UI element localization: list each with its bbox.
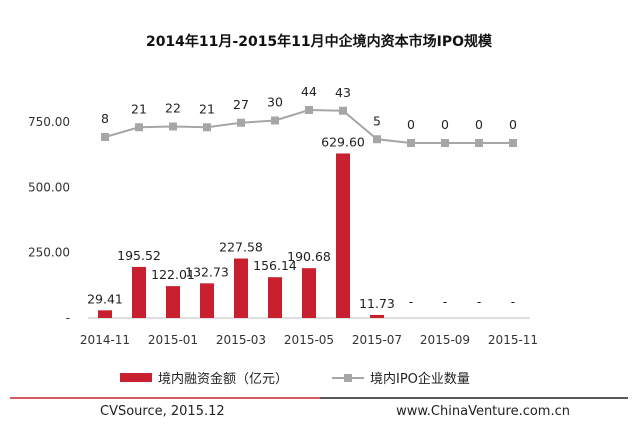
line-series: 8 21 22 21 27 30 44 43 5 0 0 0 0: [101, 84, 517, 147]
line-point: [339, 106, 347, 115]
line-label: 27: [233, 97, 249, 112]
axes: - 250.00 500.00 750.00 2014-11 2015-01 2015-03…: [28, 115, 538, 347]
bar: [370, 314, 384, 318]
bar: [98, 310, 112, 318]
legend-line-label: 境内IPO企业数量: [370, 371, 470, 387]
line-point: [373, 135, 381, 144]
line-label: 5: [373, 113, 381, 128]
line-label: 0: [509, 117, 517, 132]
bar-label: 132.73: [185, 264, 229, 279]
bar: [336, 153, 350, 318]
bar-label: 156.14: [253, 258, 297, 273]
bar: [166, 286, 180, 318]
bar-label: 122.01: [151, 267, 195, 282]
bar: [302, 268, 316, 318]
line-point: [407, 139, 415, 147]
legend-bar-swatch: [120, 373, 152, 382]
line-label: 21: [199, 101, 215, 116]
footer-source: CVSource, 2015.12: [100, 404, 225, 419]
x-tick-label: 2014-11: [80, 333, 130, 347]
bar-label: 11.73: [359, 296, 395, 311]
y-tick-label: 750.00: [28, 115, 70, 129]
x-tick-label: 2015-01: [148, 333, 198, 347]
x-tick-label: 2015-11: [488, 333, 538, 347]
line-point: [169, 122, 177, 131]
bar-label: 190.68: [287, 249, 331, 264]
footer-website: www.ChinaVenture.com.cn: [396, 404, 570, 419]
x-tick-label: 2015-05: [284, 333, 334, 347]
bar-label: 629.60: [321, 134, 365, 149]
legend: 境内融资金额（亿元） 境内IPO企业数量: [120, 371, 470, 387]
y-tick-label: 250.00: [28, 246, 70, 260]
line-point: [271, 116, 279, 125]
footer: CVSource, 2015.12 www.ChinaVenture.com.c…: [10, 397, 628, 419]
line-point: [203, 123, 211, 132]
line-label: 8: [101, 111, 109, 126]
line-point: [475, 139, 483, 147]
line-label: 0: [407, 117, 415, 132]
line-label: 0: [475, 117, 483, 132]
line-point: [305, 106, 313, 114]
bar: [234, 258, 248, 318]
x-tick-label: 2015-07: [352, 333, 402, 347]
bar-label: 227.58: [219, 240, 263, 255]
legend-bar-label: 境内融资金额（亿元）: [158, 371, 288, 387]
line-label: 22: [165, 101, 181, 116]
line-label: 43: [335, 85, 351, 100]
bar: [200, 283, 214, 318]
line-label: 0: [441, 117, 449, 132]
line-label: 21: [131, 101, 147, 116]
line-label: 44: [301, 84, 317, 99]
line-point: [509, 139, 517, 147]
bar-label: 29.41: [87, 291, 123, 306]
bar: [132, 266, 146, 318]
line-point: [237, 118, 245, 127]
bar: [268, 277, 282, 318]
bar-label: -: [409, 294, 414, 309]
line-point: [101, 133, 109, 141]
line-point: [135, 123, 143, 132]
bar-label: -: [443, 294, 448, 309]
x-tick-label: 2015-03: [216, 333, 266, 347]
bar-label: -: [477, 294, 482, 309]
y-tick-label: -: [66, 311, 70, 325]
bar-label: -: [511, 294, 516, 309]
chart-title: 2014年11月-2015年11月中企境内资本市场IPO规模: [146, 33, 493, 50]
line-label: 30: [267, 95, 283, 110]
bar-label: 195.52: [117, 248, 161, 263]
y-tick-label: 500.00: [28, 180, 70, 194]
line-point: [441, 139, 449, 147]
legend-line-marker: [344, 374, 352, 382]
x-tick-label: 2015-09: [420, 333, 470, 347]
